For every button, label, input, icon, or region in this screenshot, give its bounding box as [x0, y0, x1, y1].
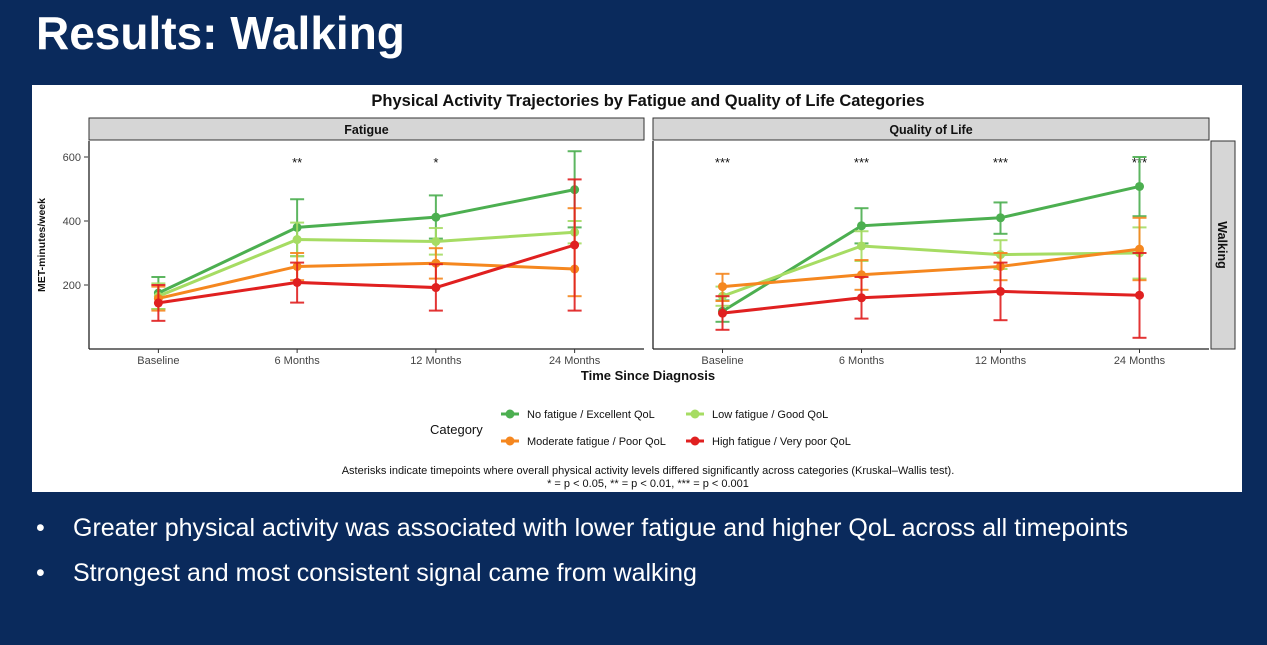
significance-marker: *** [854, 155, 869, 170]
chart-title: Physical Activity Trajectories by Fatigu… [371, 92, 924, 110]
chart-panel: Physical Activity Trajectories by Fatigu… [32, 85, 1242, 492]
chart-svg: Physical Activity Trajectories by Fatigu… [36, 92, 1236, 490]
series-line [721, 244, 1140, 298]
data-point [718, 308, 727, 318]
data-point [431, 212, 441, 222]
series-line [157, 230, 575, 298]
legend-swatch-point [505, 436, 515, 446]
x-tick-label: Baseline [701, 355, 743, 367]
legend-label: No fatigue / Excellent QoL [527, 409, 655, 421]
legend-label: High fatigue / Very poor QoL [712, 436, 851, 448]
footnote-line: * = p < 0.05, ** = p < 0.01, *** = p < 0… [547, 478, 749, 490]
x-tick-label: 24 Months [1114, 355, 1166, 367]
significance-marker: *** [715, 155, 730, 170]
bullet-item: • Greater physical activity was associat… [36, 512, 1236, 545]
legend-swatch-point [505, 409, 515, 419]
x-tick-label: 12 Months [975, 355, 1027, 367]
x-tick-label: 12 Months [410, 355, 462, 367]
x-tick-label: 24 Months [549, 355, 601, 367]
series-line [722, 247, 1140, 289]
legend-title: Category [430, 422, 483, 437]
legend-swatch-point [690, 409, 700, 419]
data-point [996, 213, 1005, 223]
data-point [1135, 290, 1144, 300]
facet-strip-label: Quality of Life [889, 123, 972, 137]
data-point [857, 241, 866, 251]
bullet-item: • Strongest and most consistent signal c… [36, 557, 1236, 590]
x-axis-label: Time Since Diagnosis [581, 368, 715, 383]
footnote-line: Asterisks indicate timepoints where over… [342, 465, 955, 477]
slide-title: Results: Walking [36, 7, 405, 59]
bullet-list: • Greater physical activity was associat… [36, 512, 1236, 602]
series-line [157, 188, 575, 295]
data-point [153, 298, 163, 308]
legend-label: Low fatigue / Good QoL [712, 409, 828, 421]
facet-strip [88, 117, 645, 141]
series-line [158, 243, 576, 305]
x-tick-label: Baseline [137, 355, 179, 367]
data-point [570, 240, 580, 250]
facet-strip-label: Fatigue [344, 123, 388, 137]
row-strip [1210, 140, 1236, 350]
data-point [292, 235, 302, 245]
bullet-text: Greater physical activity was associated… [73, 514, 1129, 542]
legend-swatch-point [690, 436, 700, 446]
row-strip-label: Walking [1215, 221, 1229, 268]
legend-label: Moderate fatigue / Poor QoL [527, 436, 666, 448]
significance-marker: ** [292, 155, 302, 170]
data-point [431, 236, 441, 246]
x-tick-label: 6 Months [839, 355, 885, 367]
significance-marker: * [433, 155, 438, 170]
series-line [722, 289, 1140, 315]
x-tick-label: 6 Months [275, 355, 321, 367]
significance-marker: *** [993, 155, 1008, 170]
data-point [1135, 181, 1144, 191]
y-tick-label: 600 [63, 152, 81, 164]
data-point [718, 282, 727, 292]
data-point [431, 283, 441, 293]
data-point [857, 221, 866, 231]
series-line [721, 184, 1140, 313]
y-tick-label: 400 [63, 216, 81, 228]
bullet-marker: • [36, 514, 45, 542]
y-axis-label: MET-minutes/week [36, 198, 48, 292]
bullet-marker: • [36, 559, 45, 587]
bullet-text: Strongest and most consistent signal cam… [73, 559, 697, 587]
facet-strip [652, 117, 1210, 141]
data-point [996, 286, 1005, 296]
data-point [857, 293, 866, 303]
data-point [1135, 244, 1144, 254]
data-point [292, 277, 302, 287]
y-tick-label: 200 [63, 280, 81, 292]
